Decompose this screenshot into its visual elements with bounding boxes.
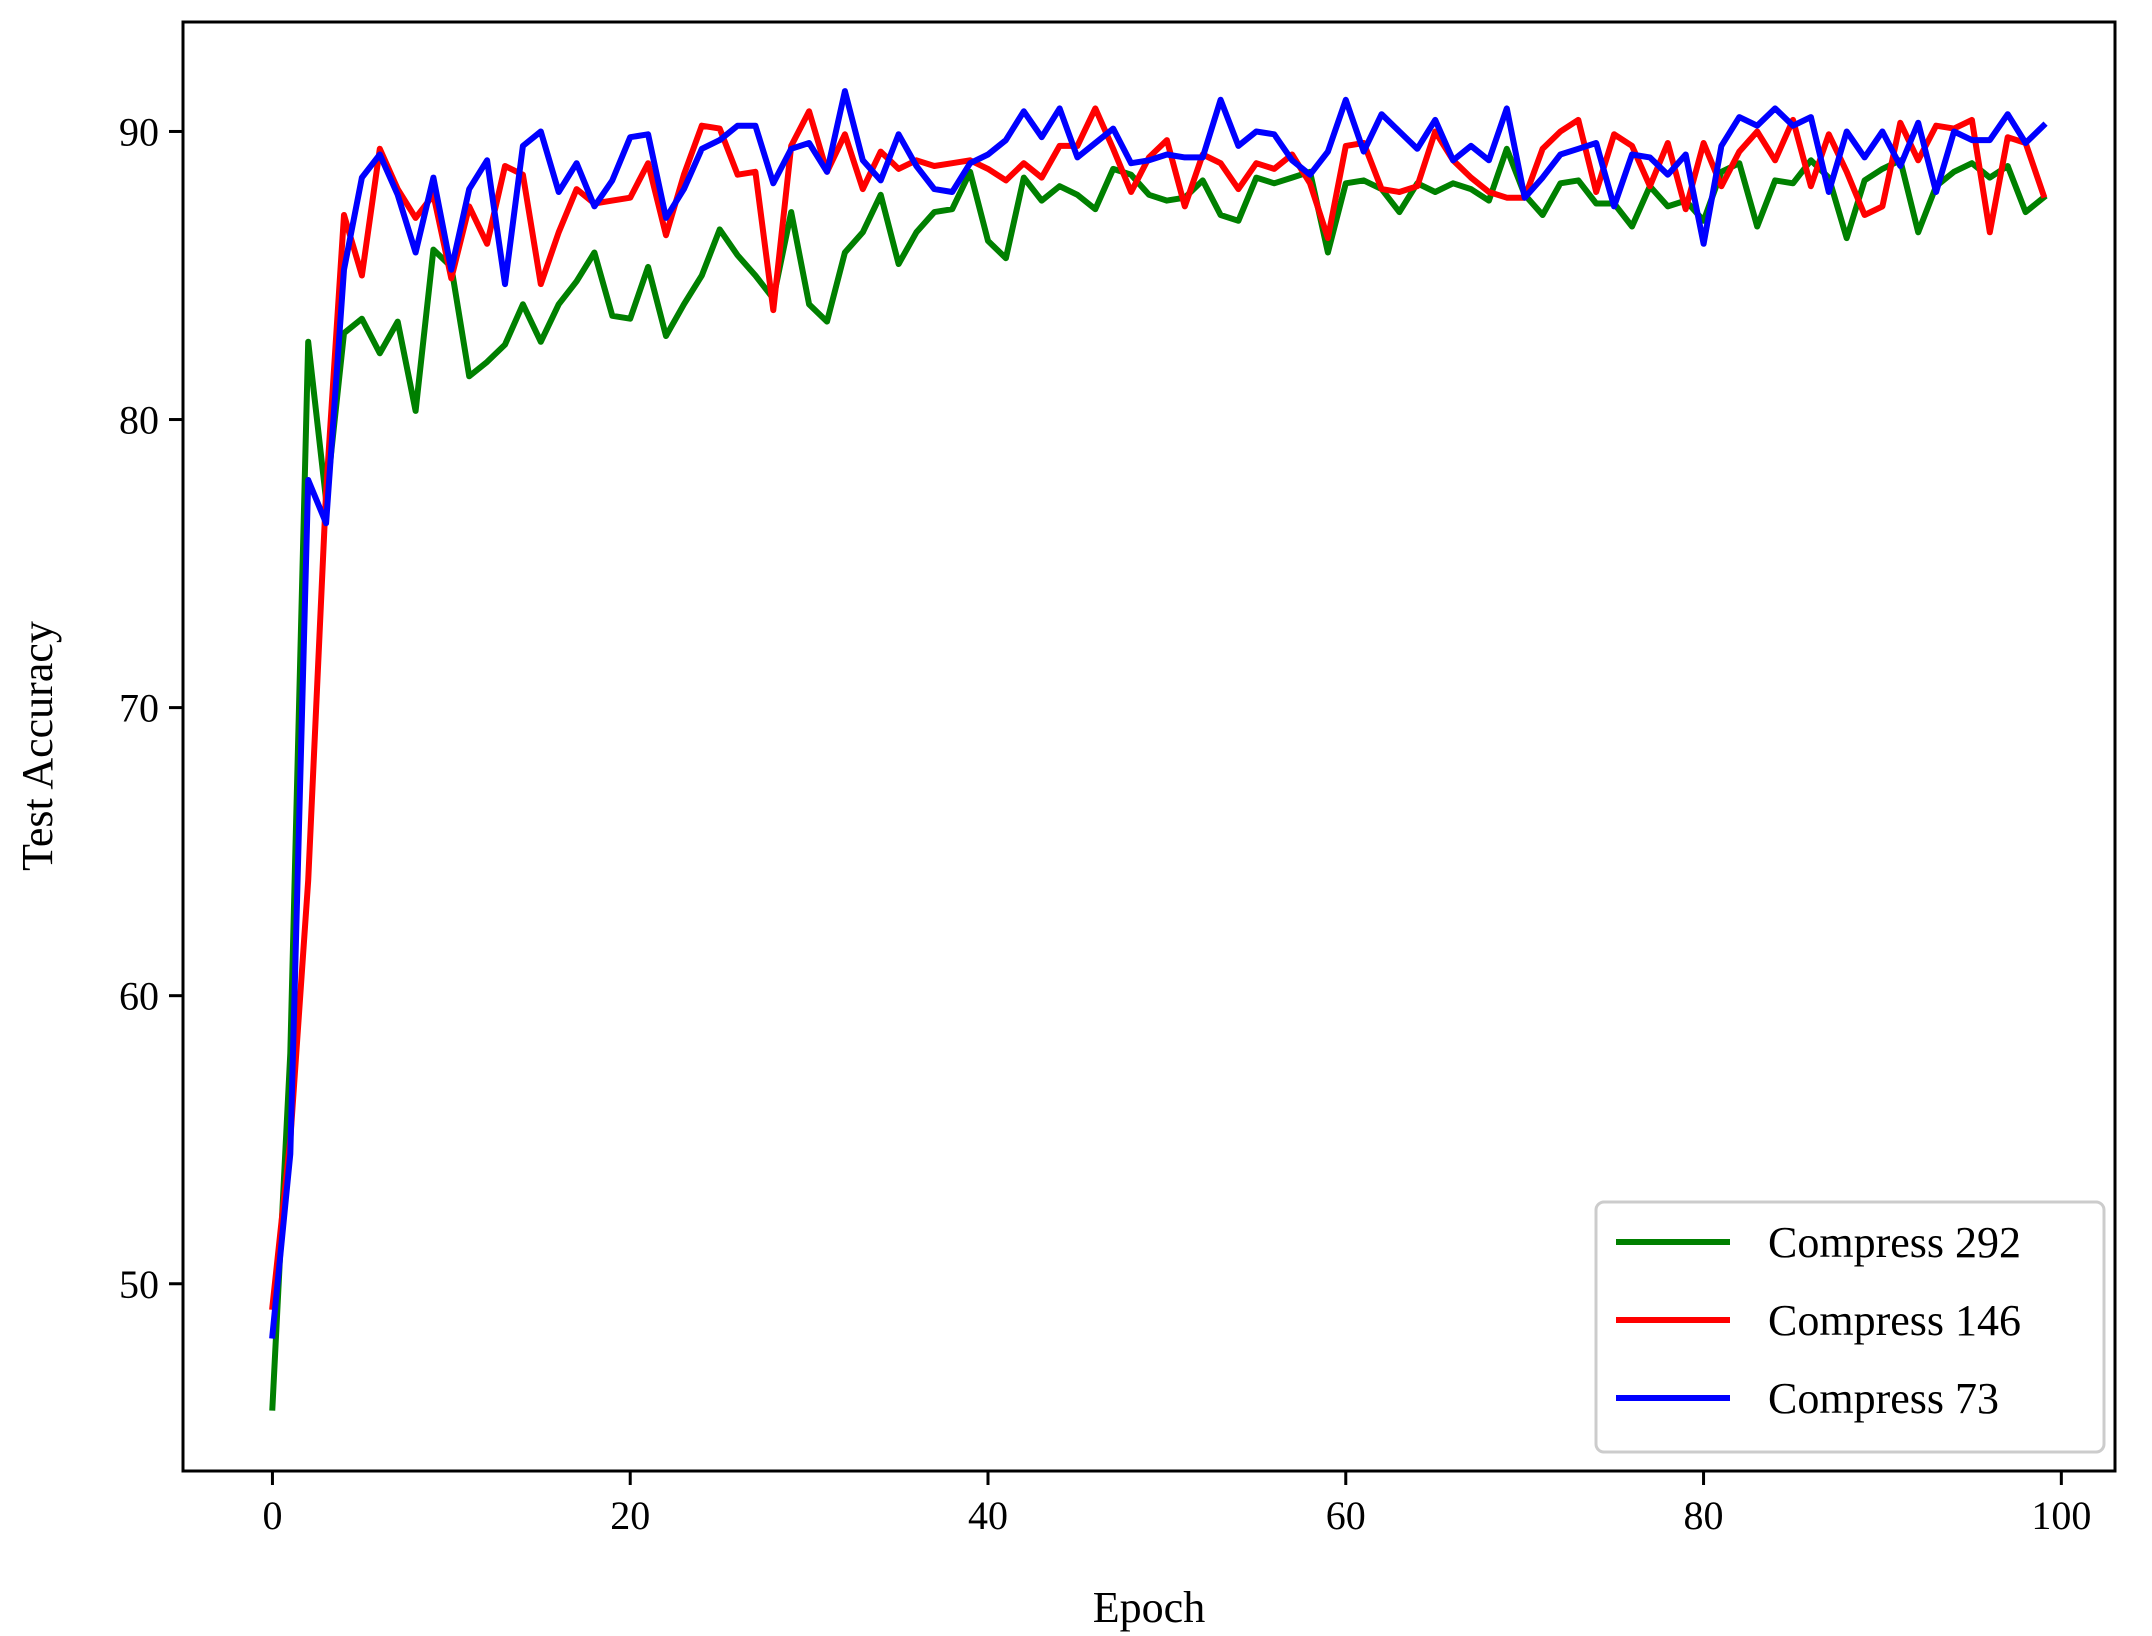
y-tick-label: 50 — [119, 1262, 159, 1307]
series-line-2 — [269, 105, 2048, 1311]
legend-entries: Compress 292 Compress 146 Compress 73 — [1616, 1218, 2021, 1423]
y-tick-label: 70 — [119, 686, 159, 731]
legend-label-2: Compress 146 — [1768, 1296, 2021, 1345]
series-line-1 — [269, 145, 2048, 1411]
legend: Compress 292 Compress 146 Compress 73 — [1594, 1200, 2106, 1454]
legend-label-1: Compress 292 — [1768, 1218, 2021, 1267]
x-axis-label: Epoch — [1093, 1583, 1205, 1632]
series-line-3 — [269, 88, 2048, 1339]
x-tick-label: 40 — [968, 1493, 1008, 1538]
y-tick-label: 90 — [119, 109, 159, 154]
x-tick-label: 60 — [1326, 1493, 1366, 1538]
x-tick-label: 20 — [610, 1493, 650, 1538]
legend-label-3: Compress 73 — [1768, 1374, 1999, 1423]
y-axis-label: Test Accuracy — [13, 621, 62, 871]
series-layer — [269, 88, 2048, 1411]
x-axis: 0 20 40 60 80 100 — [262, 1471, 2091, 1538]
plot-frame — [181, 20, 2117, 1473]
x-tick-label: 0 — [262, 1493, 282, 1538]
legend-frame — [1594, 1200, 2106, 1454]
y-tick-label: 60 — [119, 974, 159, 1019]
x-tick-label: 100 — [2031, 1493, 2091, 1538]
y-axis: 50 60 70 80 90 — [119, 109, 183, 1307]
x-tick-label: 80 — [1684, 1493, 1724, 1538]
y-tick-label: 80 — [119, 398, 159, 443]
